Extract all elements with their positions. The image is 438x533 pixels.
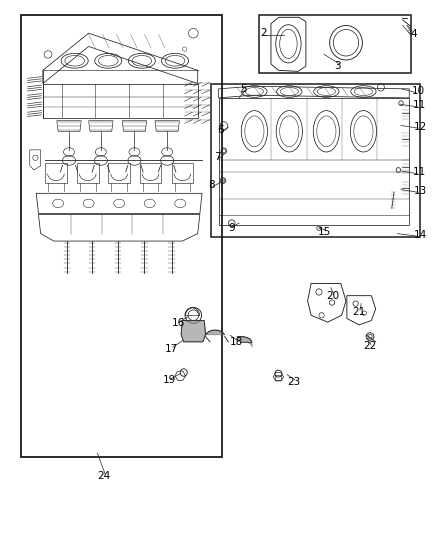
Text: 14: 14 — [413, 230, 426, 240]
Text: 4: 4 — [410, 29, 416, 39]
Text: 10: 10 — [410, 86, 424, 96]
Text: 23: 23 — [286, 376, 300, 386]
Polygon shape — [205, 330, 224, 335]
Text: 19: 19 — [162, 375, 176, 385]
Text: 15: 15 — [317, 227, 330, 237]
Text: 11: 11 — [412, 167, 425, 177]
Text: 18: 18 — [229, 337, 242, 347]
Text: 22: 22 — [363, 341, 376, 351]
Text: 24: 24 — [97, 471, 110, 481]
Text: 6: 6 — [217, 125, 224, 135]
Text: 16: 16 — [171, 318, 184, 328]
Text: 12: 12 — [413, 122, 426, 132]
Text: 5: 5 — [240, 84, 246, 94]
Text: 17: 17 — [165, 344, 178, 354]
Text: 3: 3 — [333, 61, 340, 71]
Text: 13: 13 — [413, 185, 426, 196]
Text: 7: 7 — [213, 152, 220, 162]
Text: 9: 9 — [227, 223, 234, 233]
Text: 11: 11 — [412, 100, 425, 110]
Text: 2: 2 — [259, 28, 266, 38]
Text: 21: 21 — [352, 306, 365, 317]
Text: 8: 8 — [208, 180, 215, 190]
Text: 20: 20 — [325, 290, 339, 301]
Polygon shape — [181, 320, 205, 342]
